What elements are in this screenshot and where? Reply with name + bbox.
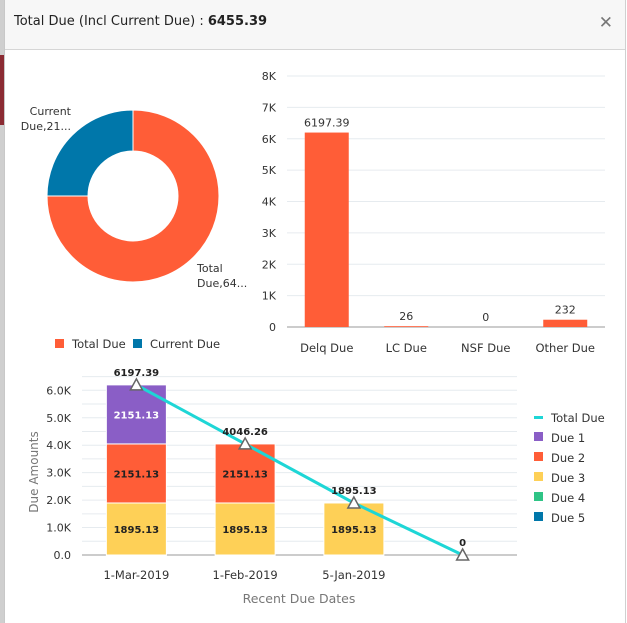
stack-x-axis-title: Recent Due Dates — [243, 591, 356, 606]
total-due-marker-triangle-icon[interactable] — [237, 436, 253, 450]
stack-segment-label: 1895.13 — [114, 525, 160, 536]
legend-label-total-due[interactable]: Total Due — [71, 337, 126, 351]
bar-ytick-label: 8K — [262, 70, 277, 83]
total-due-value-label: 6197.39 — [114, 368, 160, 379]
close-icon[interactable]: ✕ — [598, 13, 613, 33]
bar-ytick-label: 3K — [262, 227, 277, 240]
bar-category-label: Other Due — [535, 341, 595, 355]
donut-label-total-due-line1: Total — [196, 262, 223, 275]
total-due-value-label: 4046.26 — [222, 427, 268, 438]
bar-value-label: 26 — [399, 310, 413, 323]
bar-ytick-label: 2K — [262, 258, 277, 271]
total-due-line[interactable] — [135, 383, 464, 557]
total-due-marker-triangle-icon[interactable] — [455, 547, 470, 561]
bar-ytick-label: 6K — [262, 133, 277, 146]
legend-swatch-current-due[interactable] — [133, 339, 142, 348]
legend-swatch-due-5[interactable] — [534, 512, 543, 521]
legend-label-due-3[interactable]: Due 3 — [551, 471, 585, 485]
stack-segment-due-3[interactable] — [105, 502, 167, 556]
due-breakdown-bar-chart: 0 1K 2K 3K 4K 5K 6K 7K 8K 6197.39 Delq Due 26 LC Due… — [262, 70, 605, 355]
bar-delq-due[interactable] — [304, 132, 349, 327]
legend-label-total-due[interactable]: Total Due — [550, 411, 605, 425]
stack-y-axis-title: Due Amounts — [27, 431, 41, 512]
due-dates-stacked-chart: 0.0 1.0K 2.0K 3.0K 4.0K 5.0K 6.0K Due Amounts Re… — [27, 368, 517, 606]
donut-label-current-due-line2: Due,21... — [21, 120, 71, 133]
legend-label-due-5[interactable]: Due 5 — [551, 511, 585, 525]
stack-segment-label: 2151.13 — [114, 469, 160, 480]
due-dates-legend: Total Due Due 1 Due 2 Due 3 Due 4 Due 5 — [534, 411, 605, 525]
bar-ytick-label: 4K — [262, 196, 277, 209]
bar-ytick-label: 7K — [262, 101, 277, 114]
stack-ytick-label: 0.0 — [54, 549, 72, 562]
dialog-title-label: Total Due (Incl Current Due) : — [14, 14, 208, 29]
legend-label-due-1[interactable]: Due 1 — [551, 431, 585, 445]
stack-category-label: 1-Mar-2019 — [103, 568, 169, 582]
stack-category-label: 1-Feb-2019 — [213, 568, 278, 582]
stack-segment-label: 2151.13 — [222, 469, 268, 480]
stack-ytick-label: 6.0K — [46, 384, 71, 397]
legend-swatch-due-3[interactable] — [534, 472, 543, 481]
donut-legend: Total Due Current Due — [55, 337, 220, 351]
legend-swatch-total-due[interactable] — [534, 416, 543, 419]
bar-ytick-label: 5K — [262, 164, 277, 177]
bar-category-label: NSF Due — [461, 341, 510, 355]
legend-label-due-4[interactable]: Due 4 — [551, 491, 585, 505]
total-due-marker-triangle-icon[interactable] — [346, 495, 362, 509]
close-button[interactable]: ✕ — [599, 13, 613, 33]
bar-ytick-label: 0 — [269, 321, 276, 334]
stack-ytick-label: 1.0K — [46, 522, 71, 535]
legend-swatch-due-2[interactable] — [534, 452, 543, 461]
dialog-title-value: 6455.39 — [207, 14, 268, 29]
stack-segment-label: 2151.13 — [114, 410, 160, 421]
bar-value-label: 0 — [482, 311, 489, 324]
donut-slice-total-due[interactable] — [46, 109, 220, 283]
stack-ytick-label: 3.0K — [46, 467, 71, 480]
legend-swatch-due-1[interactable] — [534, 432, 543, 441]
stack-ytick-label: 4.0K — [46, 439, 71, 452]
bar-lc-due[interactable] — [384, 326, 429, 327]
donut-label-total-due-line2: Due,64... — [197, 277, 247, 290]
dialog-title: Total Due (Incl Current Due) : 6455.39 — [14, 14, 267, 29]
stack-ytick-label: 2.0K — [46, 494, 71, 507]
bar-value-label: 6197.39 — [304, 117, 350, 130]
bar-category-label: Delq Due — [300, 341, 353, 355]
legend-swatch-total-due[interactable] — [55, 339, 64, 348]
donut-chart: Total Due,64... Current Due,21... — [21, 105, 247, 290]
stack-ytick-label: 5.0K — [46, 412, 71, 425]
total-due-value-label: 1895.13 — [331, 486, 377, 497]
stack-segment-label: 1895.13 — [222, 525, 268, 536]
background-page-edge — [0, 0, 4, 623]
bar-ytick-label: 1K — [262, 290, 277, 303]
background-page-accent — [0, 55, 4, 125]
stack-segment-due-2[interactable] — [105, 443, 167, 504]
stack-segment-label: 1895.13 — [331, 525, 377, 536]
donut-label-current-due-line1: Current — [30, 105, 72, 118]
total-due-value-label: 0 — [459, 538, 466, 549]
legend-label-current-due[interactable]: Current Due — [150, 337, 220, 351]
legend-swatch-due-4[interactable] — [534, 492, 543, 501]
dialog-header: Total Due (Incl Current Due) : 6455.39 ✕ — [5, 0, 625, 50]
legend-label-due-2[interactable]: Due 2 — [551, 451, 585, 465]
stack-segment-due-3[interactable] — [214, 502, 276, 556]
donut-slice-current-due[interactable] — [46, 109, 134, 197]
bar-category-label: LC Due — [386, 341, 427, 355]
stack-category-label: 5-Jan-2019 — [322, 568, 385, 582]
bar-value-label: 232 — [555, 304, 576, 317]
total-due-marker-triangle-icon[interactable] — [129, 377, 144, 391]
bar-other-due[interactable] — [543, 319, 588, 327]
